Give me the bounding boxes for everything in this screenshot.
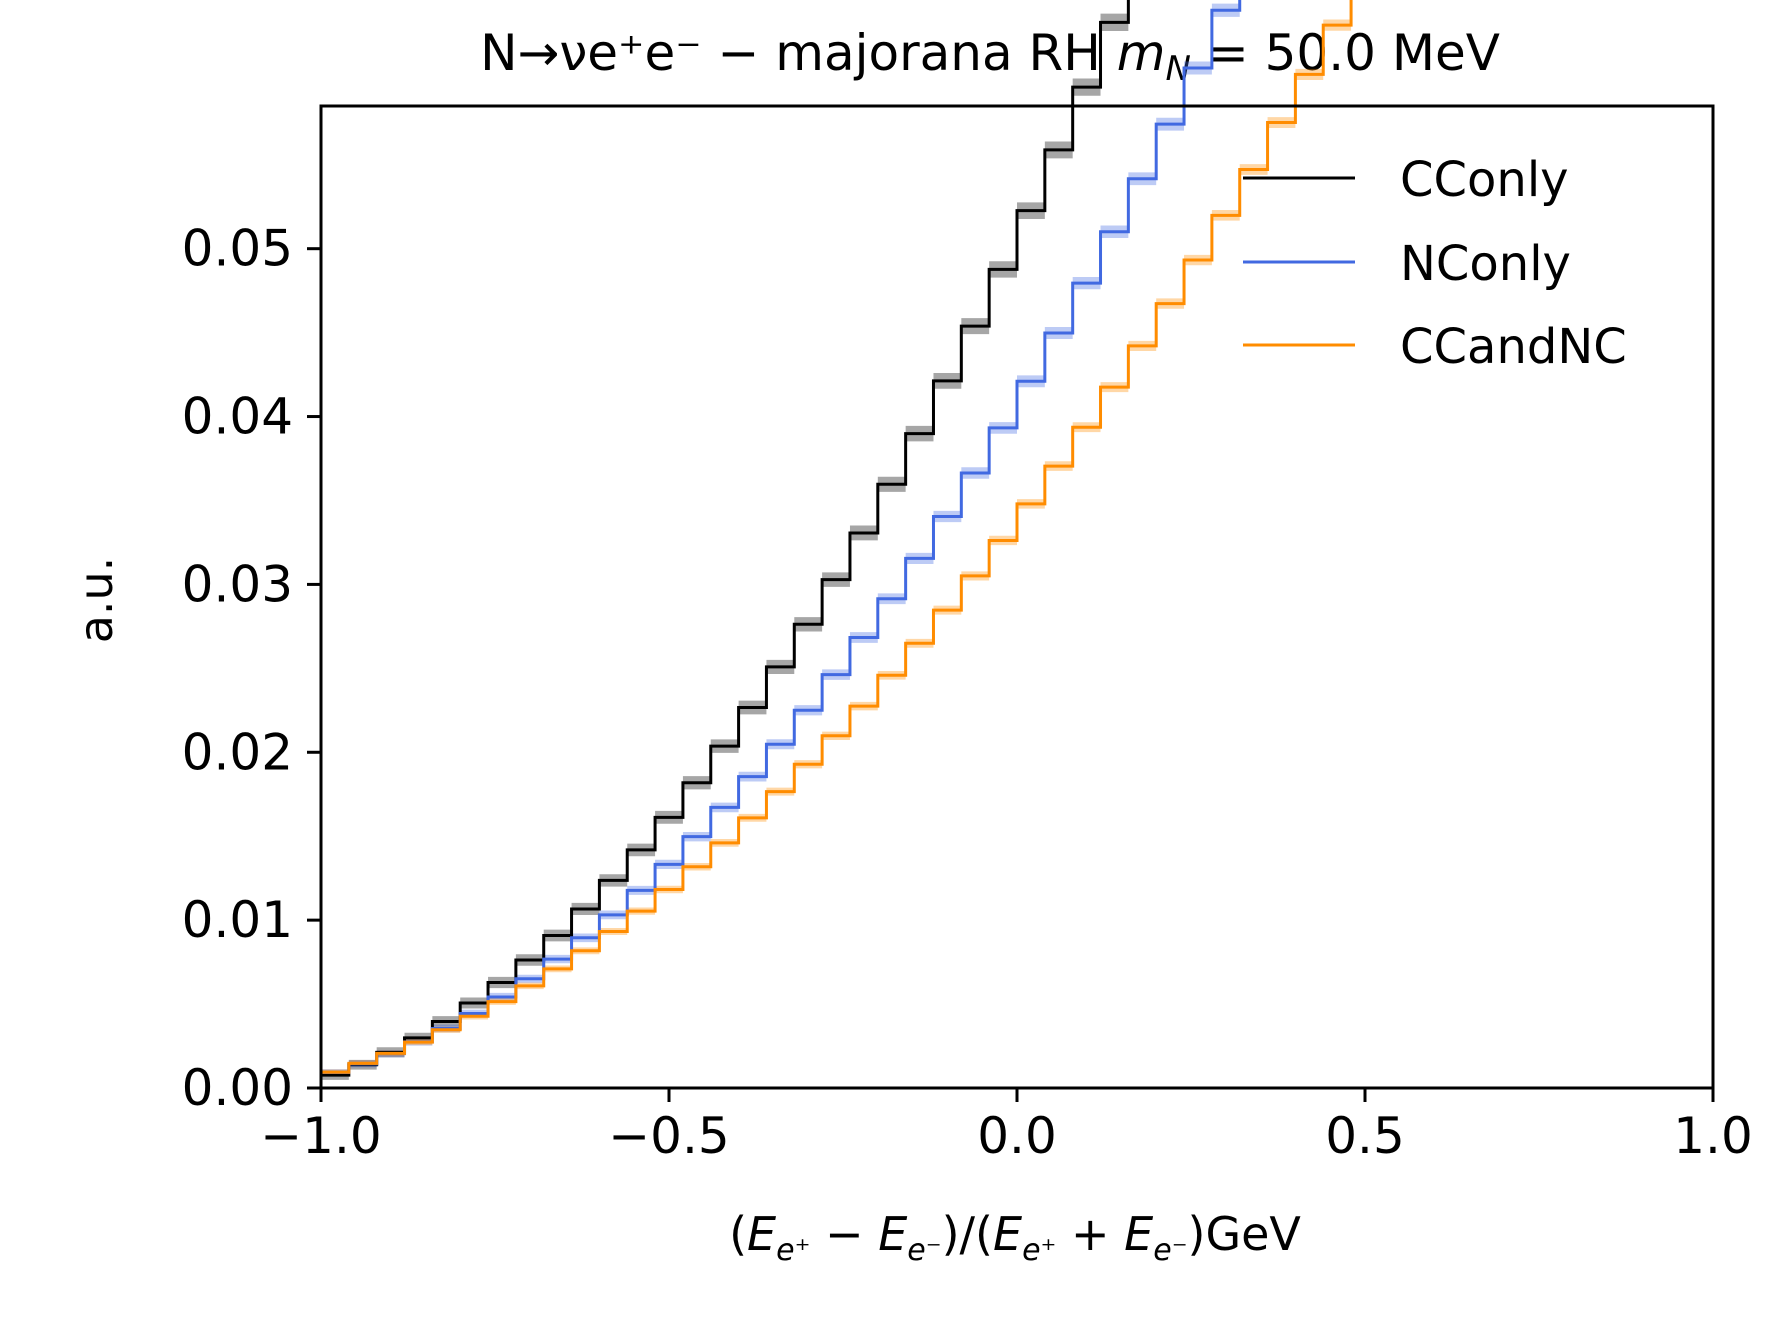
- series-lines: [321, 0, 1353, 1077]
- title-base: N→νe⁺e⁻ − majorana RH: [480, 24, 1117, 82]
- series-line-cconly: [321, 0, 1130, 1077]
- series-line-nconly: [321, 0, 1242, 1075]
- x-label-e4: E: [1124, 1207, 1153, 1261]
- y-axis-label: a.u.: [69, 557, 123, 644]
- x-axis-label: (Ee⁺ − Ee⁻)/(Ee⁺ + Ee⁻)GeV: [729, 1207, 1301, 1268]
- x-label-minus: −: [810, 1207, 878, 1261]
- y-axis-ticks: 0.00 0.01 0.02 0.03 0.04 0.05: [182, 220, 321, 1117]
- chart-title: N→νe⁺e⁻ − majorana RH mN = 50.0 MeV: [480, 24, 1500, 89]
- x-tick-label: 1.0: [1673, 1107, 1753, 1165]
- x-label-sub4: e⁻: [1153, 1233, 1187, 1268]
- title-mass-value: = 50.0 MeV: [1191, 24, 1500, 82]
- x-label-plus: +: [1056, 1207, 1124, 1261]
- y-tick-label: 0.01: [182, 891, 293, 949]
- title-mass-symbol: m: [1117, 24, 1166, 82]
- x-label-mid: )/(: [942, 1207, 993, 1261]
- x-axis-ticks: −1.0 −0.5 0.0 0.5 1.0: [260, 1088, 1753, 1165]
- x-label-open: (: [729, 1207, 747, 1261]
- legend-label-cconly: CConly: [1400, 152, 1569, 208]
- y-tick-label: 0.05: [182, 220, 293, 278]
- legend: CConly NConly CCandNC: [1243, 152, 1627, 375]
- y-tick-label: 0.02: [182, 723, 293, 781]
- x-label-sub1: e⁺: [776, 1233, 810, 1268]
- x-label-sub2: e⁻: [907, 1233, 941, 1268]
- x-label-sub3: e⁺: [1022, 1233, 1056, 1268]
- x-label-e2: E: [878, 1207, 907, 1261]
- series-line-ccandnc: [321, 0, 1353, 1074]
- x-tick-label: 0.0: [977, 1107, 1057, 1165]
- x-label-close: ): [1188, 1207, 1206, 1261]
- x-label-e1: E: [747, 1207, 776, 1261]
- x-tick-label: −1.0: [260, 1107, 381, 1165]
- x-label-unit: GeV: [1205, 1207, 1301, 1261]
- x-tick-label: −0.5: [608, 1107, 729, 1165]
- y-tick-label: 0.03: [182, 555, 293, 613]
- x-label-e3: E: [993, 1207, 1022, 1261]
- legend-label-nconly: NConly: [1400, 236, 1571, 292]
- x-tick-label: 0.5: [1325, 1107, 1405, 1165]
- y-tick-label: 0.04: [182, 388, 293, 446]
- legend-label-ccandnc: CCandNC: [1400, 319, 1627, 375]
- y-tick-label: 0.00: [182, 1059, 293, 1117]
